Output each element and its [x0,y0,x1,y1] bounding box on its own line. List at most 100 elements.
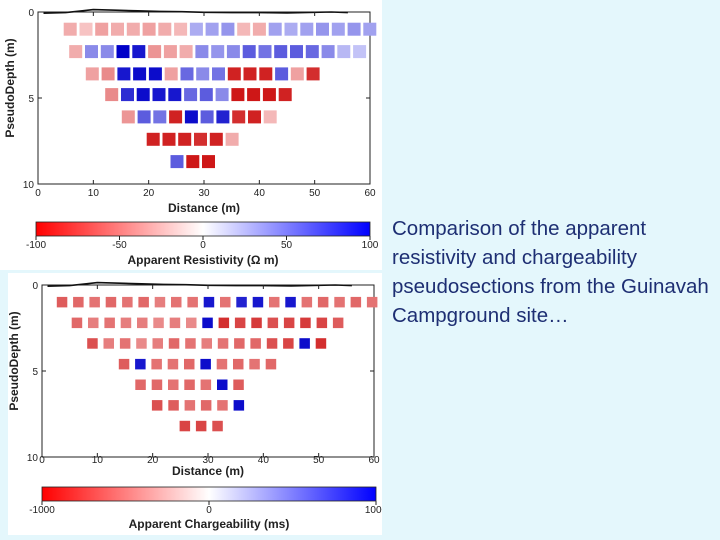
pseudosection-cell [233,358,244,370]
pseudosection-cell [300,317,311,329]
pseudosection-cell [103,338,114,349]
pseudosection-cell [225,132,239,146]
pseudosection-cell [234,317,246,329]
slide-caption: Comparison of the apparent resistivity a… [392,217,709,327]
x-tick-label: 60 [368,455,380,466]
pseudosection-cell [284,22,298,36]
pseudosection-cell [88,317,99,329]
pseudosection-cell [116,45,130,59]
pseudosection-cell [151,400,163,411]
pseudosection-cell [95,22,109,36]
y-tick-label: 0 [28,8,34,19]
x-tick-label: 60 [364,188,376,199]
pseudosection-cell [73,296,84,308]
pseudosection-cell [85,67,99,81]
pseudosection-cell [205,22,219,36]
pseudosection-cell [334,296,345,308]
pseudosection-cell [89,296,100,308]
pseudosection-cell [158,22,172,36]
pseudosection-cell [184,110,198,124]
pseudosection-cell [178,132,192,146]
colorbar-label: Apparent Chargeability (ms) [129,517,290,531]
pseudosection-cell [135,358,146,370]
pseudosection-cell [105,296,117,308]
pseudosection-cell [180,67,194,81]
pseudosection-cell [194,132,207,146]
pseudosection-cell [263,110,277,124]
pseudosection-cell [215,88,229,102]
pseudosection-cell [168,379,179,390]
pseudosection-cell [184,88,198,102]
pseudosection-cell [216,110,230,124]
pseudosection-cell [121,88,134,102]
x-tick-label: 40 [254,188,266,199]
pseudosection-cell [299,338,310,349]
pseudosection-cell [201,338,212,349]
pseudosection-cell [258,45,272,59]
colorbar-label: Apparent Resistivity (Ω m) [128,253,279,267]
pseudosection-cell [119,338,131,349]
pseudosection-cell [168,88,182,102]
surface-topography-line [47,281,352,287]
pseudosection-cell [179,420,191,432]
pseudosection-cell [126,22,140,36]
pseudosection-cell [101,67,115,81]
pseudosection-cell [283,317,295,329]
pseudosection-cell [169,317,181,329]
pseudosection-cell [148,45,162,59]
pseudosection-cell [316,317,328,329]
colorbar [35,221,371,237]
colorbar-tick-label: -50 [112,240,127,251]
pseudosection-cell [118,358,130,370]
pseudosection-cell [242,45,256,59]
pseudosection-cell [274,45,288,59]
pseudosection-cell [305,45,319,59]
x-tick-label: 10 [88,188,100,199]
colorbar-tick-label: 100 [362,240,379,251]
y-axis-label: PseudoDepth (m) [8,311,21,410]
x-axis-label: Distance (m) [168,201,240,215]
pseudosection-cell [267,317,279,329]
pseudosection-cell [259,67,273,81]
pseudosection-cell [79,22,93,36]
pseudosection-cell [243,67,257,81]
pseudosection-cell [146,132,160,146]
pseudosection-cell [212,420,223,432]
pseudosection-cell [142,22,156,36]
pseudosection-cell [217,379,228,390]
pseudosection-cell [179,45,193,59]
pseudosection-cell [269,296,280,308]
x-tick-label: 0 [35,188,41,199]
pseudosection-cell [200,358,211,370]
pseudosection-cell [56,296,68,308]
pseudosection-cell [195,420,207,432]
surface-topography-line [43,8,348,14]
pseudosection-cell [247,88,261,102]
pseudosection-cell [87,338,98,349]
pseudosection-cell [202,155,215,169]
x-tick-label: 0 [39,455,45,466]
pseudosection-cell [317,296,329,308]
pseudosection-cell [133,67,147,81]
pseudosection-cell [164,67,178,81]
pseudosection-cell [306,67,320,81]
pseudosection-cell [217,338,229,349]
pseudosection-cell [186,317,197,329]
pseudosection-cell [202,317,213,329]
pseudosection-cell [122,296,133,308]
pseudosection-cell [152,338,163,349]
pseudosection-cell [104,317,115,329]
pseudosection-cell [249,358,260,370]
y-tick-label: 0 [32,281,38,292]
x-tick-label: 10 [92,455,104,466]
pseudosection-cell [174,22,188,36]
pseudosection-cell [196,67,210,81]
pseudosection-cell [69,45,83,59]
pseudosection-cell [217,400,228,411]
pseudosection-cell [168,400,179,411]
x-axis-label: Distance (m) [172,464,244,478]
pseudosection-cell [251,317,262,329]
pseudosection-cell [315,338,327,349]
